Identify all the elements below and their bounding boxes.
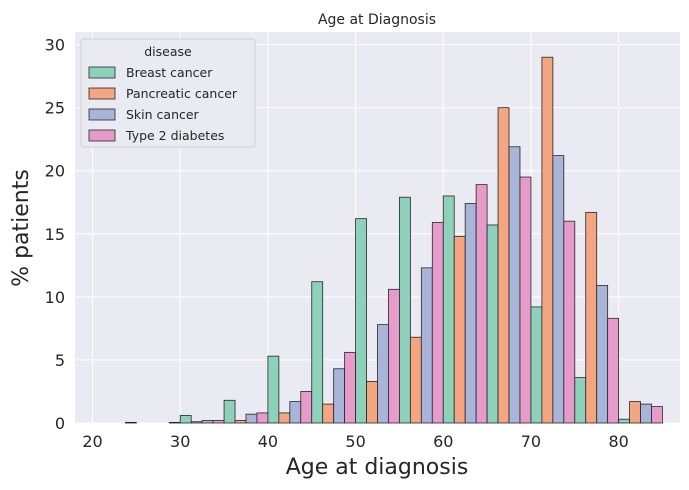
legend-label: Breast cancer: [126, 65, 213, 80]
chart-title: Age at Diagnosis: [318, 12, 436, 28]
bar-breast-cancer-70: [530, 306, 543, 424]
y-tick-label: 20: [45, 162, 65, 181]
bar-breast-cancer-40: [267, 355, 280, 424]
y-tick-label: 15: [45, 225, 65, 244]
y-axis-label: % patients: [9, 169, 34, 287]
bar-type-2-diabetes-45: [344, 351, 356, 424]
bar-pancreatic-cancer-75: [585, 211, 598, 424]
legend-swatch: [88, 66, 116, 79]
bar-breast-cancer-60: [442, 195, 455, 424]
bar-skin-cancer-80: [640, 403, 652, 424]
x-tick-label: 80: [608, 432, 628, 451]
bar-pancreatic-cancer-30: [190, 421, 203, 424]
y-tick-labels: 0 5 10 15 20 25 30: [45, 36, 65, 433]
x-tick-label: 70: [521, 432, 541, 451]
bar-type-2-diabetes-60: [475, 184, 488, 424]
x-tick-label: 60: [433, 432, 453, 451]
legend-label: Pancreatic cancer: [126, 86, 238, 101]
bar-type-2-diabetes-40: [300, 391, 313, 424]
bar-pancreatic-cancer-60: [453, 235, 466, 424]
bar-breast-cancer-50: [355, 218, 367, 424]
y-tick-label: 0: [55, 414, 65, 433]
bar-skin-cancer-60: [464, 203, 477, 424]
bar-pancreatic-cancer-35: [234, 420, 247, 424]
bar-type-2-diabetes-25: [168, 421, 181, 424]
bar-skin-cancer-70: [552, 155, 565, 424]
bar-pancreatic-cancer-45: [322, 403, 335, 424]
bar-breast-cancer-45: [311, 281, 324, 424]
bar-skin-cancer-35: [245, 413, 258, 424]
bar-type-2-diabetes-80: [651, 406, 663, 424]
legend-swatch: [88, 108, 116, 121]
bar-skin-cancer-55: [420, 267, 433, 424]
bar-pancreatic-cancer-40: [278, 412, 291, 424]
x-tick-labels: 20 30 40 50 60 70 80: [82, 432, 628, 451]
x-tick-label: 30: [170, 432, 190, 451]
legend-swatch: [88, 87, 116, 100]
bar-breast-cancer-35: [223, 399, 236, 424]
bar-type-2-diabetes-55: [431, 222, 444, 424]
bar-skin-cancer-50: [377, 324, 389, 424]
y-tick-label: 10: [45, 288, 65, 307]
bar-breast-cancer-80: [618, 418, 630, 424]
bar-skin-cancer-30: [201, 420, 214, 424]
bar-breast-cancer-30: [179, 415, 192, 424]
bar-breast-cancer-75: [574, 377, 587, 424]
bar-type-2-diabetes-35: [256, 412, 269, 424]
y-tick-label: 25: [45, 99, 65, 118]
bar-skin-cancer-40: [289, 401, 302, 424]
bar-pancreatic-cancer-50: [366, 380, 378, 424]
bar-type-2-diabetes-65: [519, 176, 532, 424]
legend-box: [80, 38, 256, 148]
bar-skin-cancer-65: [508, 146, 521, 424]
x-tick-label: 50: [345, 432, 365, 451]
legend: disease Breast cancer Pancreatic cancer Sk…: [80, 38, 256, 148]
bars: [125, 56, 663, 424]
bar-skin-cancer-75: [596, 285, 609, 424]
bar-breast-cancer-65: [486, 224, 499, 424]
x-tick-label: 40: [258, 432, 278, 451]
bar-type-2-diabetes-50: [388, 288, 400, 424]
bar-breast-cancer-55: [399, 196, 411, 424]
bar-type-2-diabetes-75: [607, 317, 620, 424]
bar-type-2-diabetes-20: [125, 421, 137, 424]
legend-swatch: [88, 129, 116, 142]
x-tick-label: 20: [82, 432, 102, 451]
legend-label: Type 2 diabetes: [125, 128, 224, 143]
y-tick-label: 30: [45, 36, 65, 55]
bar-pancreatic-cancer-55: [409, 336, 422, 424]
bar-pancreatic-cancer-70: [541, 56, 554, 424]
y-tick-label: 5: [55, 351, 65, 370]
x-axis-label: Age at diagnosis: [286, 455, 469, 480]
bar-skin-cancer-45: [333, 368, 346, 424]
bar-type-2-diabetes-70: [563, 220, 576, 424]
bar-pancreatic-cancer-80: [629, 401, 641, 424]
legend-title: disease: [144, 44, 192, 59]
legend-label: Skin cancer: [126, 107, 200, 122]
bar-type-2-diabetes-30: [212, 420, 225, 424]
bar-pancreatic-cancer-65: [497, 107, 510, 424]
